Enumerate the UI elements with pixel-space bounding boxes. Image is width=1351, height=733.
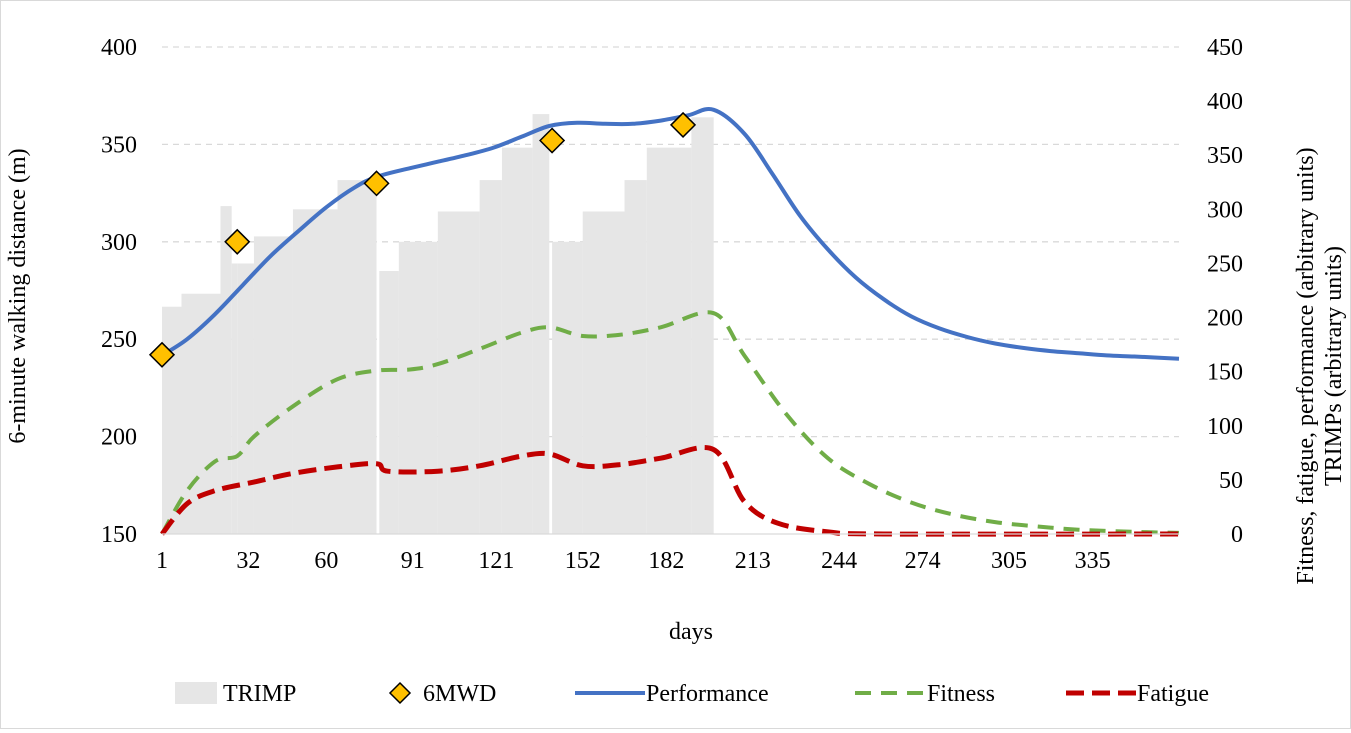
x-tick-label: 274 bbox=[905, 548, 941, 574]
x-tick-label: 213 bbox=[735, 548, 771, 574]
y-left-axis-label: 6-minute walking distance (m) bbox=[5, 148, 31, 443]
y-right-tick-label: 450 bbox=[1207, 35, 1243, 61]
trimp-bar bbox=[437, 211, 480, 534]
trimp-bar bbox=[379, 271, 399, 534]
y-right-axis-label-1: Fitness, fatigue, performance (arbitrary… bbox=[1293, 147, 1319, 584]
x-tick-label: 305 bbox=[991, 548, 1027, 574]
legend-swatch-sixmwd bbox=[388, 681, 412, 705]
x-tick-label: 60 bbox=[314, 548, 338, 574]
trimp-bars bbox=[162, 114, 714, 535]
fitness-line bbox=[160, 310, 1180, 536]
series-lines bbox=[160, 107, 1180, 537]
trimp-bar bbox=[691, 117, 714, 534]
legend-item-fitness: Fitness bbox=[855, 681, 995, 707]
x-tick-label: 152 bbox=[565, 548, 601, 574]
trimp-bar bbox=[646, 147, 692, 534]
trimp-bar bbox=[220, 206, 232, 534]
trimp-bar bbox=[398, 241, 438, 535]
y-right-tick-label: 50 bbox=[1219, 468, 1243, 494]
sixmwd-point bbox=[669, 111, 697, 138]
sixmwd-point bbox=[224, 228, 251, 255]
y-right-tick-label: 0 bbox=[1231, 522, 1243, 548]
trimp-bar bbox=[552, 241, 583, 535]
y-right-tick-label: 150 bbox=[1207, 360, 1243, 386]
sixmwd-markers bbox=[148, 111, 697, 368]
x-tick-label: 182 bbox=[648, 548, 684, 574]
legend-label-fatigue: Fatigue bbox=[1137, 681, 1209, 707]
trimp-bar bbox=[479, 180, 502, 534]
trimp-bar bbox=[162, 306, 182, 534]
trimp-bar bbox=[337, 180, 377, 534]
legend-label-trimp: TRIMP bbox=[223, 681, 296, 707]
y-right-tick-label: 300 bbox=[1207, 197, 1243, 223]
x-tick-label: 121 bbox=[478, 548, 514, 574]
y-left-tick-label: 250 bbox=[101, 327, 137, 353]
y-right-tick-label: 400 bbox=[1207, 89, 1243, 115]
legend-item-performance: Performance bbox=[575, 681, 769, 707]
legend-label-fitness: Fitness bbox=[927, 681, 995, 707]
y-right-tick-label: 250 bbox=[1207, 251, 1243, 277]
sixmwd-point bbox=[363, 170, 390, 197]
y-left-tick-label: 200 bbox=[101, 425, 137, 451]
y-left-tick-label: 350 bbox=[101, 132, 137, 158]
legend-label-sixmwd: 6MWD bbox=[423, 681, 496, 707]
performance-line bbox=[160, 107, 1180, 361]
y-right-tick-label: 350 bbox=[1207, 143, 1243, 169]
fatigue-line bbox=[160, 445, 1180, 537]
trimp-bar bbox=[624, 180, 647, 534]
trimp-bar bbox=[253, 236, 293, 534]
legend-item-trimp: TRIMP bbox=[175, 681, 296, 707]
trimp-bar bbox=[501, 147, 533, 534]
x-tick-label: 244 bbox=[821, 548, 857, 574]
trimp-bar bbox=[532, 114, 550, 534]
sixmwd-point bbox=[539, 127, 566, 154]
trimp-bar bbox=[237, 263, 254, 534]
x-tick-label: 1 bbox=[156, 548, 168, 574]
y-left-tick-label: 300 bbox=[101, 230, 137, 256]
x-tick-label: 91 bbox=[401, 548, 425, 574]
legend-swatch-trimp bbox=[175, 682, 217, 704]
y-left-tick-label: 150 bbox=[101, 522, 137, 548]
trimp-bar bbox=[582, 211, 625, 534]
x-tick-label: 335 bbox=[1075, 548, 1111, 574]
x-axis-label: days bbox=[669, 619, 713, 645]
trimp-bar bbox=[292, 209, 338, 535]
legend-item-sixmwd: 6MWD bbox=[388, 681, 496, 707]
legend-label-performance: Performance bbox=[646, 681, 769, 707]
legend: TRIMP 6MWD Performance Fitness Fatigue bbox=[175, 681, 1209, 707]
sixmwd-point bbox=[148, 341, 176, 368]
y-left-tick-label: 400 bbox=[101, 35, 137, 61]
legend-item-fatigue: Fatigue bbox=[1066, 681, 1209, 707]
axes: 1 32 60 91 121 152 182 213 244 274 305 335 150 200 250… bbox=[101, 35, 1243, 574]
y-right-tick-label: 200 bbox=[1207, 306, 1243, 332]
trimp-bar bbox=[231, 263, 238, 534]
x-tick-label: 32 bbox=[236, 548, 260, 574]
y-right-axis-label-2: TRIMPs (arbitrary units) bbox=[1321, 246, 1347, 486]
y-right-tick-label: 100 bbox=[1207, 414, 1243, 440]
